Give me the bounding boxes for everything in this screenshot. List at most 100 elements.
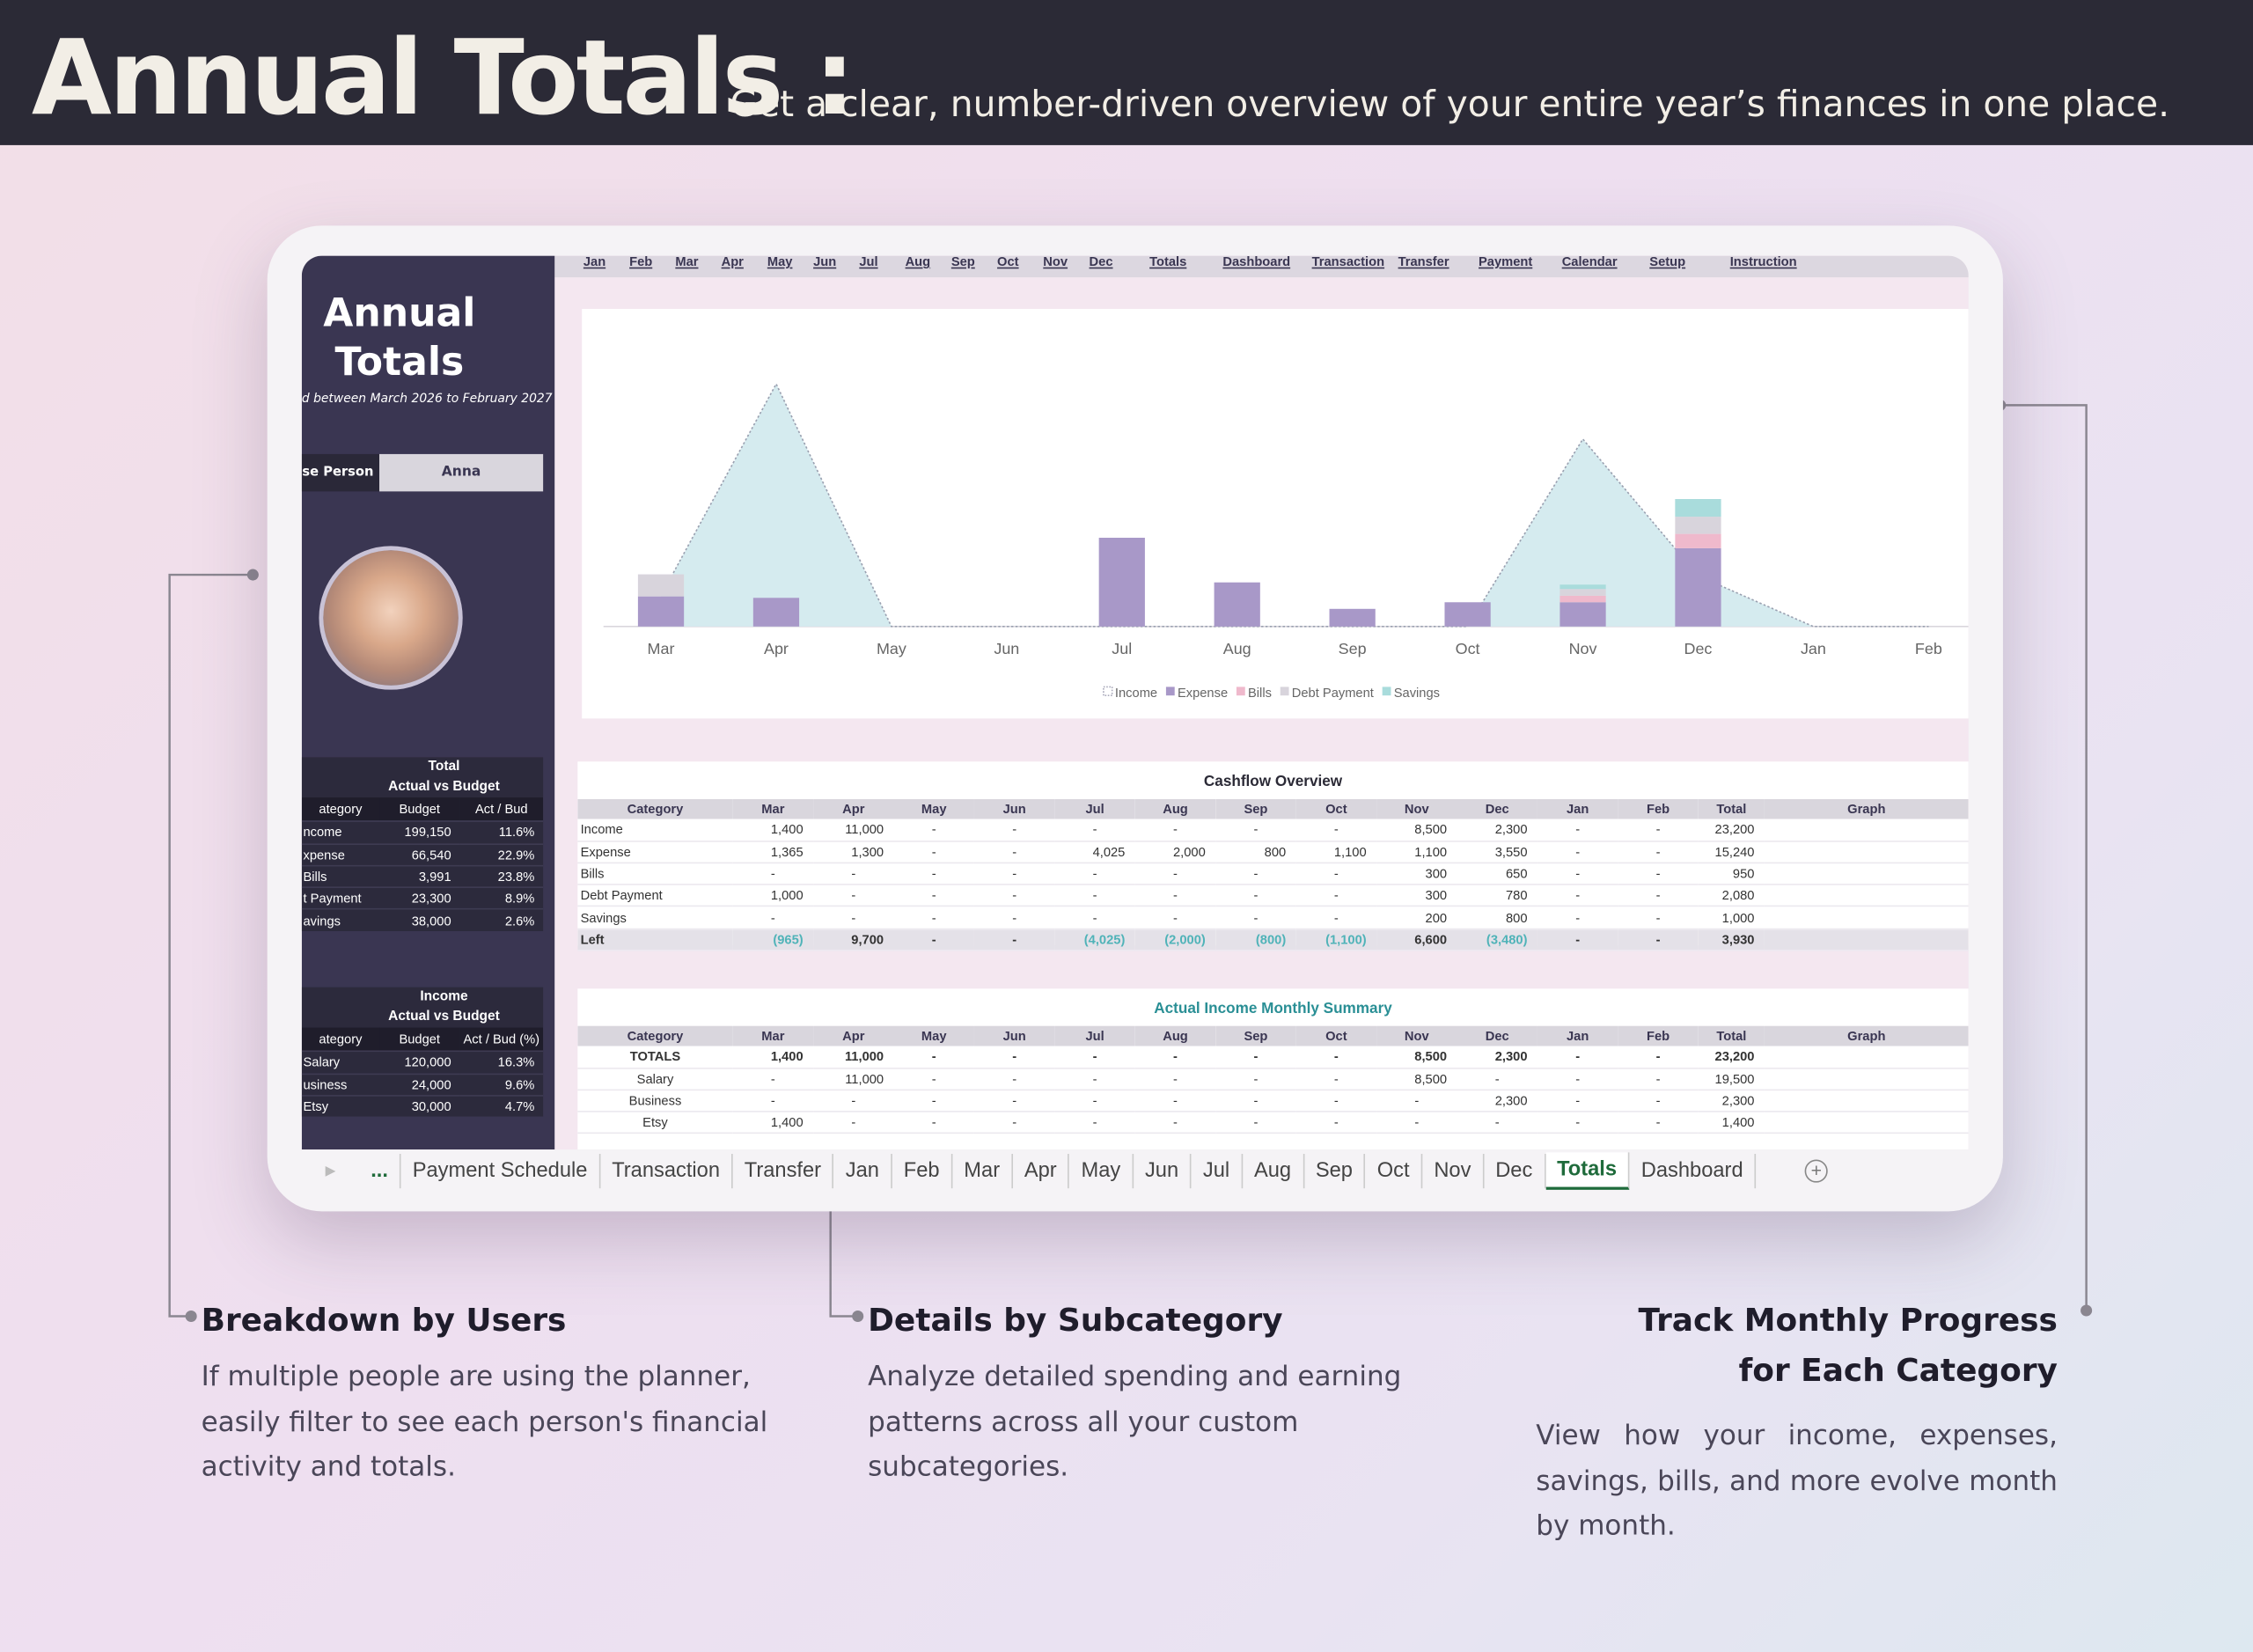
sheet-tab[interactable]: Mar xyxy=(952,1154,1013,1189)
nav-link[interactable]: Jul xyxy=(859,255,878,269)
sheet-tab[interactable]: Jul xyxy=(1192,1154,1243,1189)
table: ategory Budget Act / Bud (%) Salary 120,000 1… xyxy=(301,1027,544,1117)
nav-link[interactable]: Calendar xyxy=(1561,255,1618,269)
nav-link[interactable]: Mar xyxy=(675,255,699,269)
cell: Etsy xyxy=(642,1115,668,1130)
cell: 22.9% xyxy=(497,847,535,863)
nav-link[interactable]: Jun xyxy=(813,255,837,269)
row: avings 38,000 2.6% xyxy=(301,909,544,930)
nav-link[interactable]: Setup xyxy=(1649,255,1686,269)
column-header: Sep xyxy=(1244,802,1268,817)
income-panel: Actual Income Monthly Summary Category Mar… xyxy=(577,988,1969,1150)
sheet-tab[interactable]: Oct xyxy=(1366,1154,1423,1189)
header-row: ategory Budget Act / Bud (%) xyxy=(301,1027,544,1052)
sheet-tab[interactable]: Aug xyxy=(1243,1154,1304,1189)
cell: Debt Payment xyxy=(580,888,663,903)
sheet-tab[interactable]: Nov xyxy=(1422,1154,1485,1189)
cell: - xyxy=(1575,866,1581,881)
sheet-tab[interactable]: Dashboard xyxy=(1630,1154,1757,1189)
row: usiness 24,000 9.6% xyxy=(301,1073,544,1096)
spreadsheet: Jan Feb Mar Apr May Jun Jul Aug Sep Oct Nov Dec Tota… xyxy=(301,255,1969,1150)
add-sheet[interactable]: + xyxy=(1804,1159,1828,1183)
person-select[interactable]: Anna xyxy=(379,453,544,492)
cell: 1,400 xyxy=(1721,1115,1755,1130)
cell: 11,000 xyxy=(844,1049,884,1064)
cell: TOTALS xyxy=(629,1049,681,1064)
nav-link[interactable]: Dashboard xyxy=(1222,255,1291,269)
cell: avings xyxy=(303,913,341,929)
sheet-tab[interactable]: Transfer xyxy=(733,1154,834,1189)
column-header: ategory xyxy=(319,1031,363,1046)
nav-link[interactable]: Jan xyxy=(583,255,606,269)
table: ategory Budget Act / Bud ncome 199,150 11.6% x… xyxy=(301,797,544,930)
sheet-tab[interactable]: May xyxy=(1069,1154,1134,1189)
cell: - xyxy=(1092,910,1097,925)
bar-segment xyxy=(1098,537,1145,627)
sheet-tab[interactable]: Jan xyxy=(834,1154,892,1189)
tab-scroll[interactable]: ▸ xyxy=(325,1159,336,1183)
nav-link[interactable]: Payment xyxy=(1478,255,1533,269)
row: Bills - - - - - - - - 300 650 - - 950 xyxy=(577,863,1969,885)
sheet-tab[interactable]: Apr xyxy=(1013,1154,1070,1189)
cell: - xyxy=(1575,932,1581,947)
chart: Mar Apr May Jun Jul Aug Sep Oct Nov Dec Jan Feb Inco… xyxy=(603,382,1969,701)
cell: Bills xyxy=(580,866,605,881)
nav-link[interactable]: Totals xyxy=(1149,255,1187,269)
nav-link[interactable]: Transaction xyxy=(1311,255,1385,269)
cell: - xyxy=(1494,1071,1500,1086)
nav-link[interactable]: May xyxy=(767,255,793,269)
nav-link[interactable]: Apr xyxy=(721,255,744,269)
cell: (965) xyxy=(773,932,804,947)
cell: 23.8% xyxy=(497,869,535,885)
nav-link[interactable]: Oct xyxy=(997,255,1019,269)
column-header: Feb xyxy=(1646,1029,1670,1044)
cell: Left xyxy=(580,932,605,947)
sheet-tab[interactable]: Totals xyxy=(1545,1152,1630,1190)
nav-link[interactable]: Transfer xyxy=(1398,255,1449,269)
nav-link[interactable]: Instruction xyxy=(1729,255,1797,269)
cell: - xyxy=(1173,866,1178,881)
cell: t Payment xyxy=(303,891,362,907)
cell: - xyxy=(1092,888,1097,903)
sheet-tab[interactable]: Transaction xyxy=(600,1154,733,1189)
cell: - xyxy=(1012,1071,1017,1086)
legend-swatch xyxy=(1103,686,1113,697)
sheet-tab[interactable]: Dec xyxy=(1484,1154,1546,1189)
sheet-tab[interactable]: ... xyxy=(359,1154,401,1189)
table-title: Actual vs Budget xyxy=(388,1009,500,1025)
nav-link[interactable]: Nov xyxy=(1043,255,1068,269)
nav-link[interactable]: Aug xyxy=(905,255,931,269)
bar-segment xyxy=(1675,499,1721,518)
nav-link[interactable]: Dec xyxy=(1089,255,1113,269)
cell: - xyxy=(1253,888,1259,903)
cell: - xyxy=(1092,1071,1097,1086)
cell: - xyxy=(770,866,775,881)
cell: - xyxy=(851,866,856,881)
table-title: Actual vs Budget xyxy=(388,778,500,795)
cell: 1,100 xyxy=(1414,844,1448,859)
cell: - xyxy=(770,1093,775,1108)
nav-link[interactable]: Feb xyxy=(629,255,653,269)
table-title: Actual Income Monthly Summary xyxy=(1154,1000,1392,1017)
cell: 2,000 xyxy=(1173,844,1206,859)
cell: (1,100) xyxy=(1325,932,1367,947)
header-title: Annual Totals : xyxy=(31,17,855,138)
cell: 2,300 xyxy=(1494,1049,1528,1064)
cell: 120,000 xyxy=(404,1055,451,1070)
cell: - xyxy=(1414,1093,1420,1108)
sheet-tab[interactable]: Jun xyxy=(1134,1154,1192,1189)
cell: - xyxy=(1655,932,1661,947)
cell: - xyxy=(1253,1093,1259,1108)
cell: 2,080 xyxy=(1721,888,1755,903)
nav-link[interactable]: Sep xyxy=(950,255,975,269)
cell: 6,600 xyxy=(1414,932,1448,947)
cell: - xyxy=(1575,888,1581,903)
sheet-tab[interactable]: Feb xyxy=(892,1154,953,1189)
sheet-tab[interactable]: Sep xyxy=(1304,1154,1366,1189)
cell: 1,400 xyxy=(770,1049,804,1064)
cell: - xyxy=(1655,888,1661,903)
column-header: Jun xyxy=(1002,1029,1026,1044)
graph-cell xyxy=(1765,819,1969,841)
x-tick-label: Oct xyxy=(1456,640,1480,657)
sheet-tab[interactable]: Payment Schedule xyxy=(401,1154,601,1189)
